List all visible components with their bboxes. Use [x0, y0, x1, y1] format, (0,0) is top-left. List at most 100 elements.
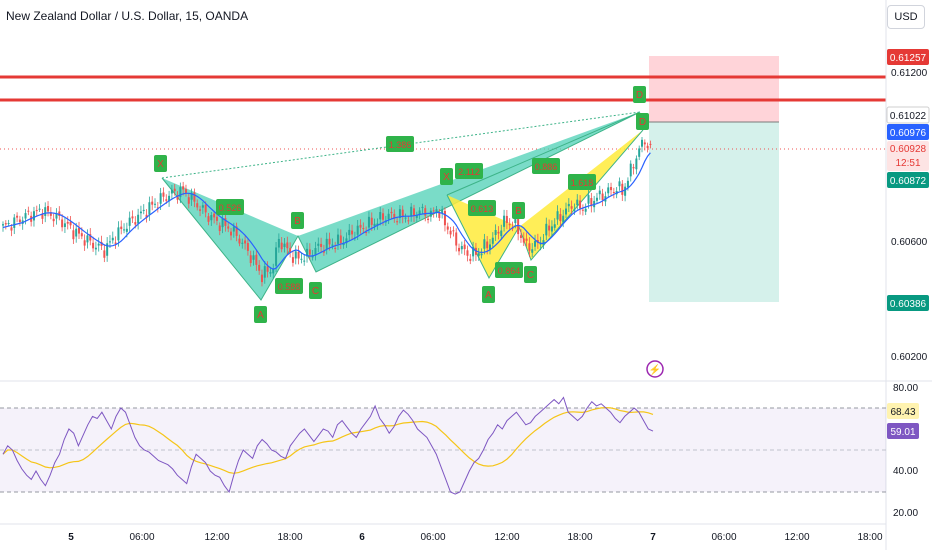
candle[interactable]	[325, 238, 328, 249]
candle[interactable]	[213, 213, 216, 218]
candle[interactable]	[120, 226, 123, 230]
candle[interactable]	[49, 212, 52, 216]
candle[interactable]	[314, 248, 317, 256]
candle[interactable]	[548, 225, 551, 231]
candle[interactable]	[387, 213, 390, 220]
candle[interactable]	[441, 209, 444, 213]
candle[interactable]	[207, 216, 210, 222]
candle[interactable]	[407, 220, 410, 222]
candle[interactable]	[4, 223, 7, 225]
candle[interactable]	[114, 242, 117, 244]
candle[interactable]	[629, 163, 632, 177]
candle[interactable]	[280, 242, 283, 250]
candle[interactable]	[283, 243, 286, 248]
currency-button[interactable]: USD	[887, 5, 925, 29]
candle[interactable]	[545, 223, 548, 236]
candle[interactable]	[322, 251, 325, 253]
alert-icon[interactable]	[646, 360, 664, 378]
candle[interactable]	[156, 207, 159, 209]
candle[interactable]	[595, 197, 598, 201]
candle[interactable]	[89, 234, 92, 241]
candle[interactable]	[579, 200, 582, 209]
candle[interactable]	[232, 226, 235, 232]
candle[interactable]	[514, 216, 517, 224]
candle[interactable]	[607, 187, 610, 194]
candle[interactable]	[367, 216, 370, 228]
candle[interactable]	[108, 241, 111, 243]
candle[interactable]	[508, 224, 511, 226]
candle[interactable]	[13, 217, 16, 228]
candle[interactable]	[311, 256, 314, 258]
candle[interactable]	[477, 253, 480, 256]
candle[interactable]	[111, 237, 114, 241]
candle[interactable]	[103, 250, 106, 258]
candle[interactable]	[534, 240, 537, 247]
candle[interactable]	[584, 208, 587, 212]
candle[interactable]	[52, 218, 55, 222]
candle[interactable]	[576, 199, 579, 206]
candle[interactable]	[550, 226, 553, 232]
candle[interactable]	[10, 227, 13, 231]
candle[interactable]	[199, 209, 202, 211]
candle[interactable]	[176, 195, 179, 200]
candle[interactable]	[427, 218, 430, 221]
candle[interactable]	[486, 241, 489, 249]
candle[interactable]	[635, 158, 638, 170]
candle[interactable]	[69, 221, 72, 226]
candle[interactable]	[272, 269, 275, 274]
candle[interactable]	[249, 255, 252, 264]
candle[interactable]	[519, 235, 522, 238]
candle[interactable]	[435, 209, 438, 213]
candle[interactable]	[258, 264, 261, 271]
candle[interactable]	[359, 224, 362, 228]
candle[interactable]	[41, 213, 44, 219]
candle[interactable]	[125, 228, 128, 232]
candle[interactable]	[351, 230, 354, 235]
candle[interactable]	[38, 208, 41, 210]
candle[interactable]	[562, 215, 565, 223]
candle[interactable]	[424, 208, 427, 216]
candle[interactable]	[632, 167, 635, 169]
candle[interactable]	[252, 255, 255, 260]
candle[interactable]	[610, 187, 613, 191]
candle[interactable]	[269, 272, 272, 274]
candle[interactable]	[154, 203, 157, 205]
candle[interactable]	[320, 243, 323, 247]
candle[interactable]	[412, 208, 415, 217]
candle[interactable]	[528, 243, 531, 251]
candle[interactable]	[458, 247, 461, 252]
candle[interactable]	[626, 180, 629, 188]
candle[interactable]	[218, 225, 221, 232]
candle[interactable]	[556, 211, 559, 220]
candle[interactable]	[449, 230, 452, 235]
candle[interactable]	[47, 206, 50, 212]
candle[interactable]	[345, 238, 348, 244]
candle[interactable]	[277, 238, 280, 248]
candle[interactable]	[531, 249, 534, 253]
candle[interactable]	[497, 231, 500, 234]
candle[interactable]	[173, 188, 176, 192]
candle[interactable]	[201, 205, 204, 208]
candle[interactable]	[553, 224, 556, 228]
candle[interactable]	[117, 227, 120, 241]
candle[interactable]	[162, 192, 165, 197]
candle[interactable]	[86, 235, 89, 243]
candle[interactable]	[24, 213, 27, 219]
candle[interactable]	[297, 251, 300, 259]
candle[interactable]	[241, 242, 244, 244]
candle[interactable]	[230, 231, 233, 236]
candle[interactable]	[190, 192, 193, 200]
candle[interactable]	[306, 248, 309, 257]
candle[interactable]	[238, 238, 241, 244]
candle[interactable]	[601, 193, 604, 201]
candle[interactable]	[590, 198, 593, 207]
candle[interactable]	[483, 239, 486, 249]
candle[interactable]	[339, 235, 342, 244]
candle[interactable]	[7, 223, 10, 225]
candle[interactable]	[373, 223, 376, 227]
candle[interactable]	[567, 203, 570, 207]
candle[interactable]	[638, 148, 641, 157]
candle[interactable]	[505, 215, 508, 223]
candle[interactable]	[168, 195, 171, 202]
candle[interactable]	[142, 209, 145, 211]
